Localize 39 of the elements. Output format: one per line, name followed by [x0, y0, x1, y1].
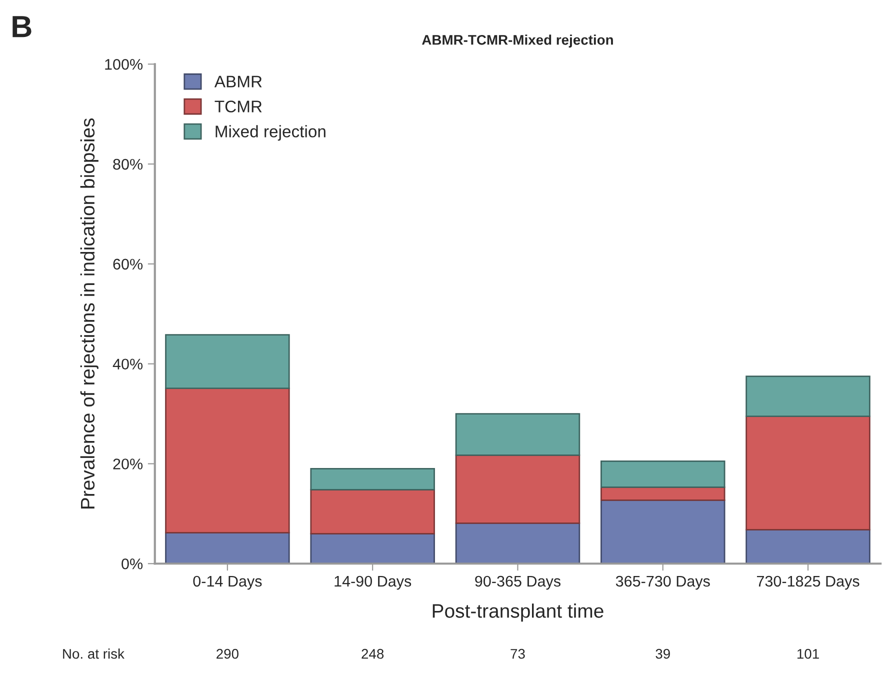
- text: 290: [216, 648, 238, 659]
- y-tick-label: 0%: [122, 558, 143, 570]
- x-tick-label: 90-365 Days: [475, 576, 560, 590]
- x-tick-label: 14-90 Days: [334, 576, 412, 590]
- bar: [746, 376, 870, 417]
- text: 73: [510, 648, 525, 659]
- y-axis-title: Prevalence of rejections in indication biopsies: [80, 118, 98, 508]
- legend-label: ABMR: [214, 76, 262, 88]
- bar: [165, 388, 290, 534]
- y-tick-label: 100%: [105, 58, 143, 70]
- bar: [455, 522, 580, 564]
- x-axis-title: Post-transplant time: [432, 604, 604, 622]
- y-tick-label: 80%: [113, 158, 143, 170]
- y-tick-label: 20%: [113, 458, 143, 470]
- x-tick-label: 730-1825 Days: [756, 576, 860, 590]
- bar: [600, 460, 726, 488]
- bar: [600, 499, 726, 564]
- text: 101: [797, 648, 819, 659]
- text: B: [12, 16, 32, 38]
- bar: [746, 528, 870, 564]
- bar: [455, 413, 580, 456]
- text: No. at risk: [63, 648, 124, 659]
- legend-label: Mixed rejection: [216, 125, 326, 141]
- text: 39: [656, 648, 670, 659]
- bar: [310, 489, 435, 534]
- bar: [310, 468, 435, 490]
- bar: [455, 454, 580, 524]
- text: 248: [362, 648, 384, 659]
- x-tick-label: 365-730 Days: [616, 576, 710, 590]
- chart-title: ABMR-TCMR-Mixed rejection: [422, 34, 613, 48]
- x-tick-label: 0-14 Days: [193, 576, 262, 590]
- legend-label: TCMR: [214, 100, 262, 112]
- bar: [746, 416, 870, 530]
- y-tick-label: 60%: [113, 258, 143, 270]
- bar: [165, 334, 290, 389]
- y-tick-label: 40%: [112, 358, 143, 370]
- bar: [600, 486, 726, 501]
- bar: [165, 532, 290, 564]
- bar: [310, 532, 435, 564]
